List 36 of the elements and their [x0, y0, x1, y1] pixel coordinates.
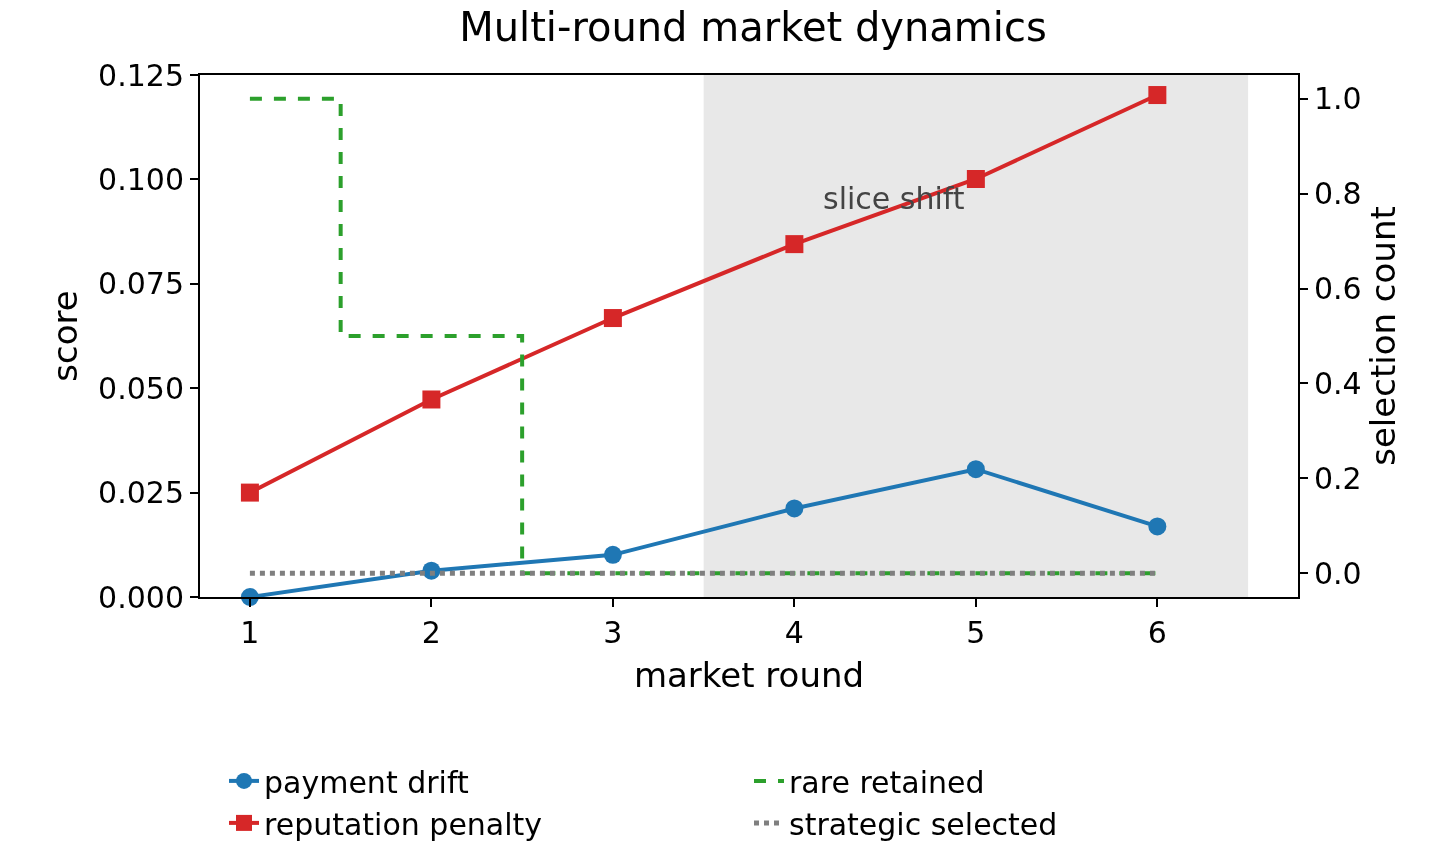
- y-tick-label: 0.125: [98, 57, 184, 93]
- point: [966, 169, 985, 188]
- point: [422, 390, 441, 409]
- y2-axis-title: selection count: [1362, 206, 1403, 466]
- point: [1148, 86, 1167, 105]
- x-axis-title: market round: [633, 654, 865, 695]
- x-tick-label: 5: [966, 615, 986, 650]
- y-tick-label: 0.000: [98, 579, 184, 615]
- point: [240, 483, 259, 502]
- y-axis-title: score: [45, 290, 86, 382]
- x-tick-label: 6: [1147, 615, 1167, 650]
- point: [603, 309, 622, 328]
- point: [1148, 517, 1167, 536]
- point: [603, 545, 622, 564]
- x-tick-label: 4: [784, 615, 804, 650]
- y2-tick-label: 0.4: [1314, 365, 1362, 401]
- legend-label: payment drift: [264, 764, 469, 800]
- y-tick-label: 0.050: [98, 370, 184, 406]
- legend-label: reputation penalty: [264, 806, 543, 842]
- legend-label: strategic selected: [789, 806, 1058, 842]
- point: [785, 499, 804, 518]
- y-tick-label: 0.100: [98, 161, 184, 197]
- y2-tick-label: 0.2: [1314, 460, 1362, 496]
- point: [785, 235, 804, 254]
- y2-tick-label: 0.6: [1314, 271, 1362, 307]
- point: [966, 460, 985, 479]
- y2-tick-label: 1.0: [1314, 81, 1362, 117]
- x-tick-label: 2: [421, 615, 441, 650]
- chart-title: Multi-round market dynamics: [459, 3, 1047, 50]
- y2-tick-label: 0.0: [1314, 555, 1362, 591]
- y-tick-label: 0.075: [98, 266, 184, 302]
- y-tick-label: 0.025: [98, 475, 184, 511]
- x-tick-label: 3: [603, 615, 623, 650]
- x-tick-label: 1: [240, 615, 260, 650]
- y2-tick-label: 0.8: [1314, 176, 1362, 212]
- legend-label: rare retained: [789, 764, 985, 800]
